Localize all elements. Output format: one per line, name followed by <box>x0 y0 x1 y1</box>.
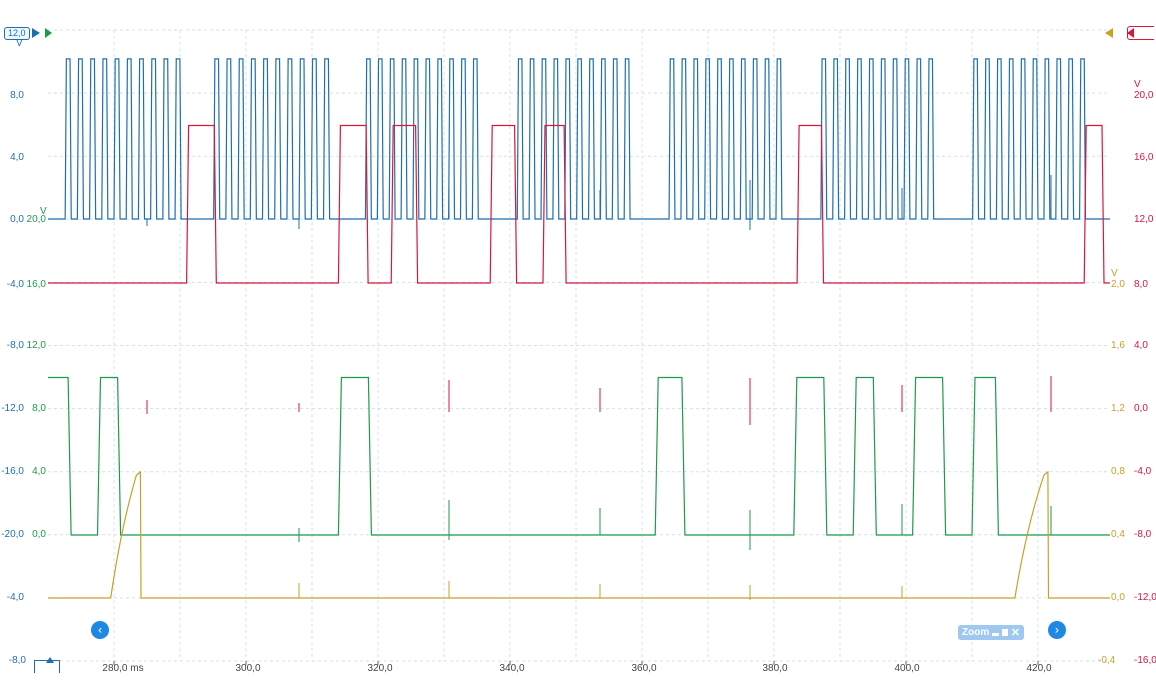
time-axis-tick: 320,0 <box>367 663 393 674</box>
green-axis-tick: 16,0 <box>26 279 46 290</box>
blue-channel-marker-icon[interactable] <box>32 28 40 38</box>
blue-axis-tick: -12,0 <box>1 403 24 414</box>
view-range-bracket <box>34 660 60 673</box>
time-axis-tick: 400,0 <box>894 663 920 674</box>
time-axis-tick: 380,0 <box>762 663 788 674</box>
red-unit-label: V <box>1134 79 1141 90</box>
green-axis-tick: 4,0 <box>32 466 46 477</box>
blue-axis-tick: -8,0 <box>8 655 26 666</box>
blue-axis-tick: 8,0 <box>10 90 24 101</box>
time-axis-tick: 420,0 <box>1026 663 1052 674</box>
blue-channel-badge[interactable]: 12,0 <box>4 27 30 40</box>
green-unit-label: V <box>40 206 47 217</box>
gold-axis-tick: 0,0 <box>1111 592 1125 603</box>
blue-axis-tick: 0,0 <box>10 214 24 225</box>
blue-axis-tick: 4,0 <box>10 152 24 163</box>
blue-axis-tick: -16,0 <box>1 466 24 477</box>
green-axis-tick: 0,0 <box>32 529 46 540</box>
zoom-minimize-icon[interactable] <box>992 632 999 636</box>
zoom-maximize-icon[interactable] <box>1001 629 1008 636</box>
green-trace <box>48 376 1110 536</box>
blue-trace <box>48 58 1110 220</box>
red-channel-marker-icon[interactable] <box>1127 28 1134 38</box>
scroll-right-button[interactable]: › <box>1048 621 1066 639</box>
red-axis-tick: 20,0 <box>1134 90 1154 101</box>
zoom-label: Zoom <box>962 627 990 638</box>
gold-axis-tick: 1,6 <box>1111 340 1125 351</box>
zoom-close-icon[interactable]: ✕ <box>1010 627 1020 639</box>
green-axis-tick: 8,0 <box>32 403 46 414</box>
chevron-left-icon: ‹ <box>97 623 103 637</box>
blue-axis-tick: -4,0 <box>6 592 24 603</box>
red-axis-tick: -8,0 <box>1134 529 1152 540</box>
red-axis-tick: 12,0 <box>1134 214 1154 225</box>
red-axis-tick: -4,0 <box>1134 466 1152 477</box>
scroll-left-button[interactable]: ‹ <box>91 621 109 639</box>
gold-axis-tick: -0,4 <box>1098 655 1116 666</box>
time-axis-tick: 300,0 <box>235 663 261 674</box>
blue-axis-tick: -4,0 <box>6 279 24 290</box>
time-axis-tick: 360,0 <box>631 663 657 674</box>
gold-unit-label: V <box>1111 268 1118 279</box>
gold-trace <box>48 470 1110 599</box>
gold-axis-tick: 0,4 <box>1111 529 1125 540</box>
time-axis-tick: 280,0 ms <box>102 663 144 674</box>
blue-axis-tick: -20,0 <box>1 529 24 540</box>
red-trace <box>48 124 1110 284</box>
red-axis-tick: 16,0 <box>1134 152 1154 163</box>
red-axis-tick: -16,0 <box>1134 655 1156 666</box>
green-axis-tick: 12,0 <box>26 340 46 351</box>
gold-channel-marker-icon[interactable] <box>1105 28 1113 38</box>
gold-axis-tick: 2,0 <box>1111 279 1125 290</box>
blue-channel-scale: 12,0 <box>8 28 26 38</box>
green-channel-marker-icon[interactable] <box>45 28 52 38</box>
zoom-widget[interactable]: Zoom ✕ <box>958 625 1024 640</box>
gold-axis-tick: 0,8 <box>1111 466 1125 477</box>
red-axis-tick: -12,0 <box>1134 592 1156 603</box>
blue-axis-tick: -8,0 <box>6 340 24 351</box>
blue-unit-label: V <box>16 38 23 49</box>
chevron-right-icon: › <box>1054 623 1060 637</box>
red-axis-tick: 8,0 <box>1134 279 1148 290</box>
time-axis-tick: 340,0 <box>499 663 525 674</box>
red-axis-tick: 4,0 <box>1134 340 1148 351</box>
red-axis-tick: 0,0 <box>1134 403 1148 414</box>
gold-axis-tick: 1,2 <box>1111 403 1125 414</box>
green-axis-tick: 20,0 <box>26 214 46 225</box>
